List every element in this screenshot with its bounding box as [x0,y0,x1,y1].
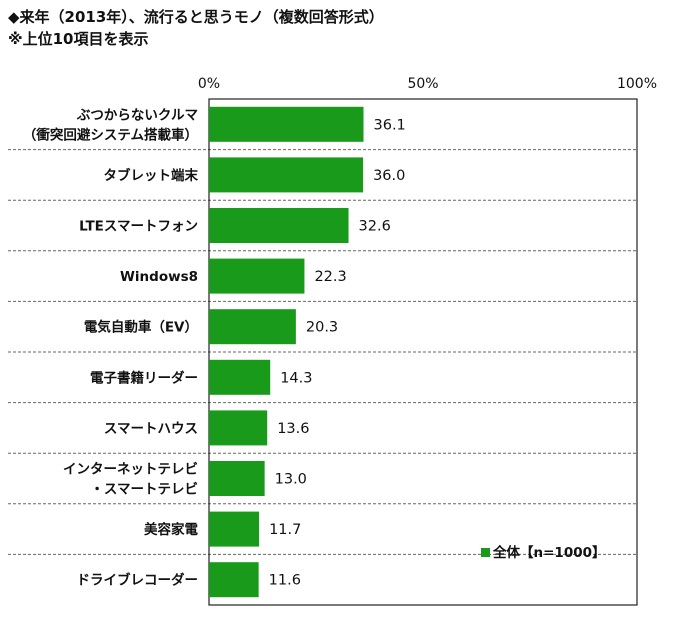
bar [209,511,260,547]
category-label: インターネットテレビ [63,462,198,478]
bar [209,258,305,294]
category-label: ・スマートテレビ [90,482,198,498]
category-label: （衝突回避システム搭載車） [23,126,198,143]
category-label: タブレット端末 [104,167,199,184]
category-label: 電子書籍リーダー [90,369,198,386]
category-label: ぶつからないクルマ [76,107,198,123]
data-label: 32.6 [359,219,391,235]
x-tick-label: 50% [407,76,438,92]
x-tick-label: 100% [617,76,657,92]
category-label: ドライブレコーダー [77,572,199,589]
category-label: Windows8 [120,269,198,285]
bar [209,562,259,598]
data-label: 11.7 [269,522,301,538]
chart-title: ◆来年（2013年）、流行ると思うモノ（複数回答形式） [8,8,384,26]
x-tick-label: 0% [198,76,220,92]
data-label: 13.6 [277,421,309,437]
chart-subtitle: ※上位10項目を表示 [8,30,149,48]
bar [209,359,271,395]
category-label: スマートハウス [104,421,198,437]
legend-label: 全体【n=1000】 [492,544,606,561]
bar [209,410,268,446]
category-label: LTEスマートフォン [79,219,198,235]
category-label: 電気自動車（EV） [84,319,198,336]
data-label: 14.3 [280,370,312,386]
bar [209,461,265,496]
data-label: 22.3 [314,269,346,285]
data-label: 36.1 [374,117,406,133]
legend-swatch [481,548,490,557]
category-label: 美容家電 [144,521,198,538]
bar [209,106,364,142]
data-label: 36.0 [373,168,405,184]
bar [209,208,349,243]
data-label: 13.0 [275,472,307,488]
bar [209,157,364,193]
data-label: 11.6 [269,573,301,589]
plot-frame [208,98,638,606]
data-label: 20.3 [306,320,338,336]
bar [209,309,296,345]
